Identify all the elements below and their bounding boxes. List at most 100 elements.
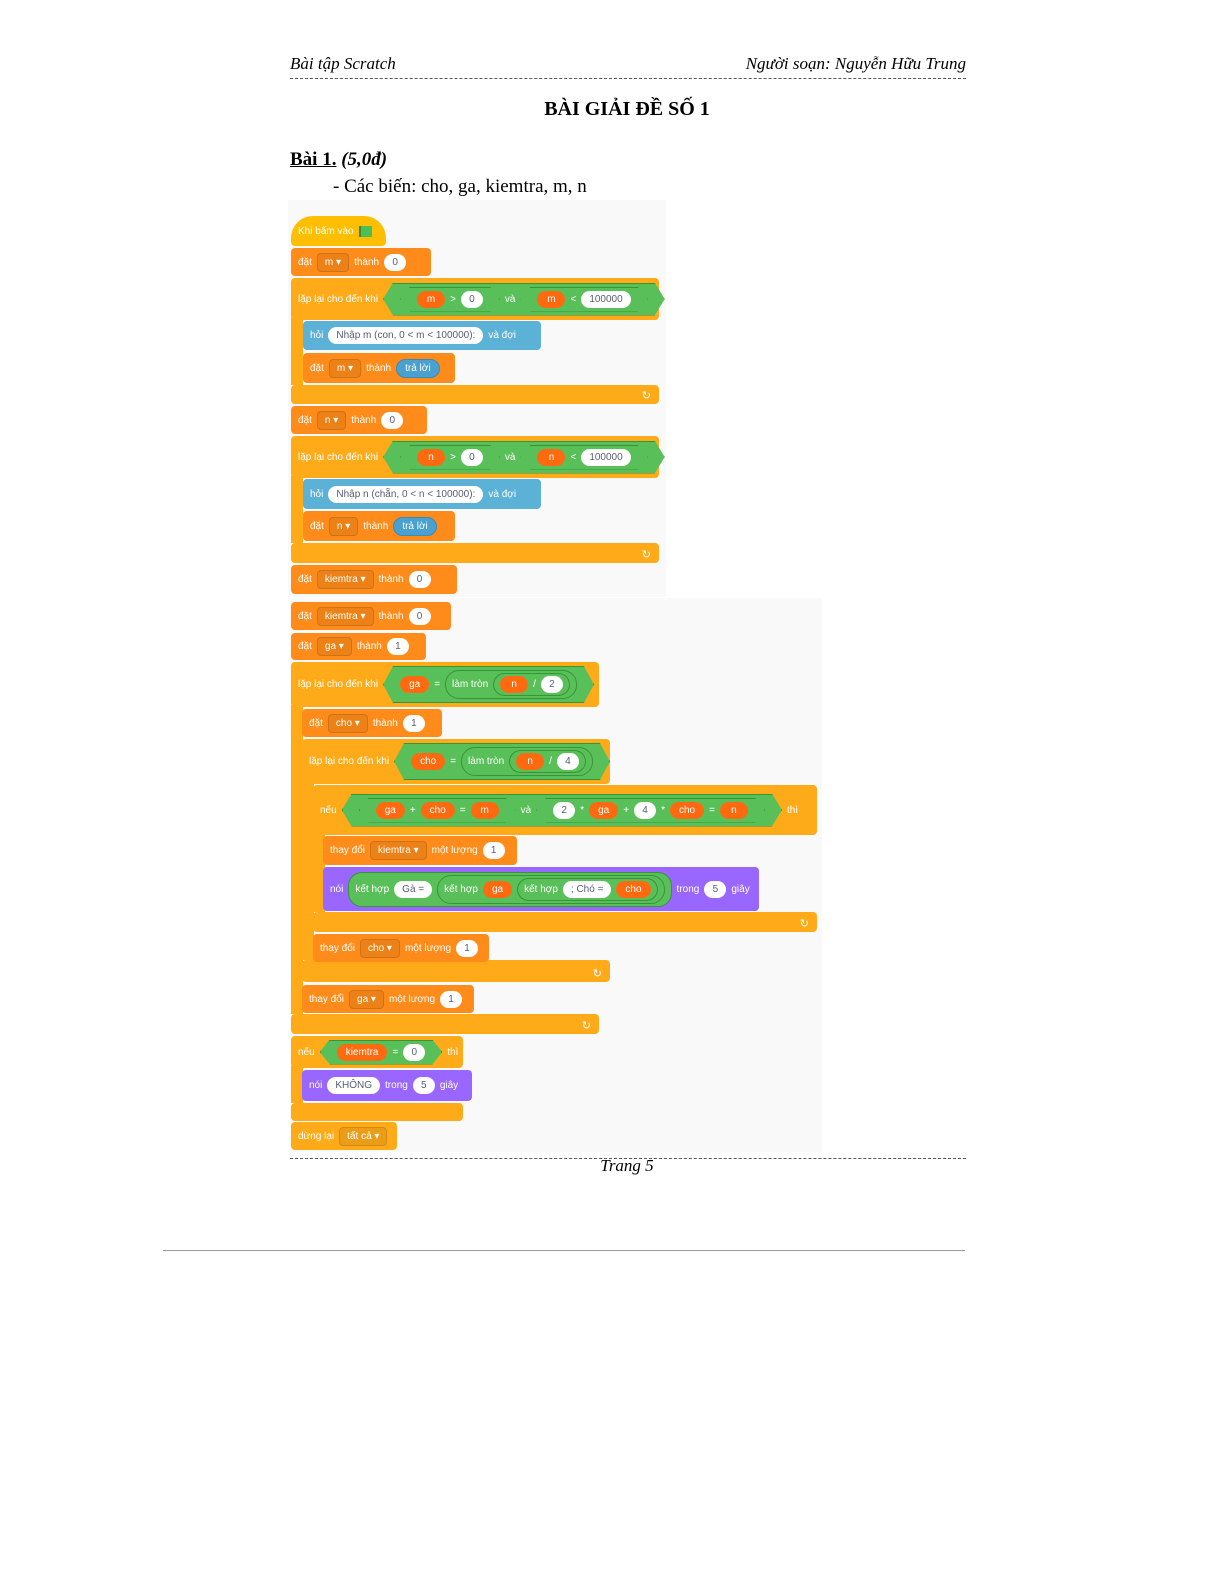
value-input[interactable]: 0 (408, 607, 431, 625)
value-input[interactable]: 2 (541, 676, 563, 693)
variable-reporter[interactable]: cho (411, 753, 445, 770)
scratch-block[interactable]: lặp lại cho đến khi m >0 và m <100000 (291, 278, 659, 320)
variable-dropdown[interactable]: m (316, 252, 350, 272)
reporter-operator[interactable]: kết hợp Gà = kết hợp ga kết hợp ; Chó = cho (348, 871, 672, 907)
boolean-operator[interactable]: m <100000 (520, 287, 647, 312)
answer-reporter[interactable]: trả lời (396, 358, 440, 378)
scratch-block[interactable]: đặtnthành trả lời (303, 511, 455, 541)
scratch-block[interactable]: lặp lại cho đến khi ga = làm tròn n / 2 (291, 662, 599, 707)
value-input[interactable]: ; Chó = (562, 880, 612, 898)
variable-dropdown[interactable]: m (328, 358, 362, 378)
value-input[interactable]: 0 (403, 1044, 425, 1061)
variable-reporter[interactable]: n (417, 449, 445, 466)
scratch-block[interactable]: nếu ga + cho = m và 2 * ga +4 * cho = n thì (313, 785, 817, 835)
variable-dropdown[interactable]: kiemtra (316, 606, 374, 626)
scratch-block[interactable]: đặtgathành 1 (291, 633, 426, 660)
value-input[interactable]: 5 (704, 880, 727, 898)
value-input[interactable]: 1 (482, 842, 505, 859)
scratch-block[interactable]: nếu kiemtra = 0 thì (291, 1036, 463, 1068)
value-input[interactable]: 5 (412, 1077, 435, 1094)
boolean-operator[interactable]: m >0 (400, 287, 500, 312)
variable-dropdown[interactable]: ga (316, 637, 352, 656)
variable-dropdown[interactable]: kiemtra (316, 570, 374, 589)
value-input[interactable]: 1 (440, 990, 463, 1008)
boolean-operator[interactable]: ga = làm tròn n / 2 (383, 666, 594, 703)
value-input[interactable]: 4 (557, 753, 579, 770)
variable-reporter[interactable]: m (537, 291, 565, 308)
scratch-block[interactable]: Khi bấm vào (291, 216, 386, 246)
scratch-block[interactable]: nói KHÔNG trong 5 giây (302, 1070, 472, 1101)
value-input[interactable]: 0 (408, 571, 431, 588)
variables-line: - Các biến: cho, ga, kiemtra, m, n (333, 176, 587, 197)
value-input[interactable]: Nhập n (chẵn, 0 < n < 100000): (328, 485, 484, 503)
reporter-operator[interactable]: làm tròn n / 2 (445, 670, 577, 699)
variable-reporter[interactable]: cho (670, 802, 704, 819)
scratch-block[interactable]: dừng lại tất cả (291, 1122, 397, 1150)
variable-reporter[interactable]: ga (589, 802, 618, 819)
value-input[interactable]: 100000 (581, 291, 630, 308)
value-input[interactable]: 1 (402, 714, 425, 732)
scratch-block[interactable]: lặp lại cho đến khi cho = làm tròn n / 4 (302, 739, 610, 784)
reporter-operator[interactable]: kết hợp ga kết hợp ; Chó = cho (437, 874, 665, 904)
header-divider (290, 78, 966, 79)
value-input[interactable]: Nhập m (con, 0 < m < 100000): (328, 327, 484, 344)
variable-reporter[interactable]: ga (400, 676, 429, 693)
variable-reporter[interactable]: cho (616, 880, 651, 898)
value-input[interactable]: 1 (456, 939, 479, 957)
boolean-operator[interactable]: 2 * ga +4 * cho = n (536, 798, 765, 823)
variable-reporter[interactable]: ga (482, 880, 513, 898)
variable-reporter[interactable]: kiemtra (337, 1044, 388, 1061)
variable-dropdown[interactable]: kiemtra (370, 841, 427, 860)
variable-reporter[interactable]: m (471, 802, 499, 819)
boolean-operator[interactable]: n >0 và n <100000 (383, 441, 665, 474)
variable-reporter[interactable]: n (516, 753, 544, 770)
boolean-operator[interactable]: n >0 (400, 445, 500, 470)
scratch-block[interactable]: nói kết hợp Gà = kết hợp ga kết hợp ; Chó = cho… (323, 867, 759, 911)
value-input[interactable]: 2 (553, 802, 575, 819)
reporter-operator[interactable]: n / 4 (509, 750, 586, 773)
boolean-operator[interactable]: kiemtra = 0 (320, 1040, 443, 1065)
scratch-block[interactable]: thay đổi kiemtra một lượng 1 (323, 836, 517, 865)
value-input[interactable]: 0 (461, 291, 483, 308)
variable-dropdown[interactable]: n (316, 410, 347, 430)
variable-reporter[interactable]: ga (376, 802, 405, 819)
value-input[interactable]: 0 (461, 449, 483, 466)
reporter-operator[interactable]: n / 2 (493, 673, 570, 696)
variable-reporter[interactable]: m (417, 291, 445, 308)
value-input[interactable]: 1 (386, 638, 409, 655)
variable-dropdown[interactable]: cho (327, 713, 368, 733)
variable-dropdown[interactable]: cho (360, 938, 400, 958)
variable-dropdown[interactable]: n (328, 516, 359, 536)
variable-reporter[interactable]: n (537, 449, 565, 466)
scratch-block[interactable]: đặtnthành 0 (291, 406, 427, 434)
scratch-block[interactable]: đặtmthành 0 (291, 248, 431, 276)
variable-reporter[interactable]: n (500, 676, 528, 693)
variable-dropdown[interactable]: tất cả (339, 1126, 388, 1146)
answer-reporter[interactable]: trả lời (393, 516, 437, 536)
scratch-block[interactable]: thay đổi cho một lượng 1 (313, 934, 489, 962)
reporter-operator[interactable]: kết hợp ; Chó = cho (517, 877, 658, 901)
boolean-operator[interactable]: ga + cho = m (359, 798, 516, 823)
variable-reporter[interactable]: cho (421, 802, 455, 819)
value-input[interactable]: 0 (384, 253, 407, 271)
scratch-block[interactable]: đặt kiemtra thành 0 (291, 565, 457, 594)
scratch-block[interactable]: thay đổi ga một lượng 1 (302, 985, 474, 1013)
value-input[interactable]: 4 (634, 802, 656, 819)
boolean-operator[interactable]: n <100000 (520, 445, 647, 470)
value-input[interactable]: Gà = (394, 880, 433, 898)
boolean-operator[interactable]: ga + cho = m và 2 * ga +4 * cho = n (342, 794, 782, 827)
boolean-operator[interactable]: cho = làm tròn n / 4 (394, 743, 610, 780)
scratch-block[interactable]: lặp lại cho đến khi n >0 và n <100000 (291, 436, 659, 478)
variable-reporter[interactable]: n (720, 802, 748, 819)
boolean-operator[interactable]: m >0 và m <100000 (383, 283, 665, 316)
variable-dropdown[interactable]: ga (349, 989, 384, 1009)
scratch-block[interactable]: hỏi Nhập m (con, 0 < m < 100000): và đợi (303, 321, 541, 350)
value-input[interactable]: KHÔNG (327, 1077, 381, 1094)
value-input[interactable]: 100000 (581, 449, 630, 466)
reporter-operator[interactable]: làm tròn n / 4 (461, 747, 593, 776)
scratch-block[interactable]: hỏi Nhập n (chẵn, 0 < n < 100000): và đợi (303, 479, 541, 509)
scratch-block[interactable]: đặtmthành trả lời (303, 353, 455, 383)
value-input[interactable]: 0 (381, 411, 404, 429)
scratch-block[interactable]: đặt kiemtra thành 0 (291, 602, 451, 630)
